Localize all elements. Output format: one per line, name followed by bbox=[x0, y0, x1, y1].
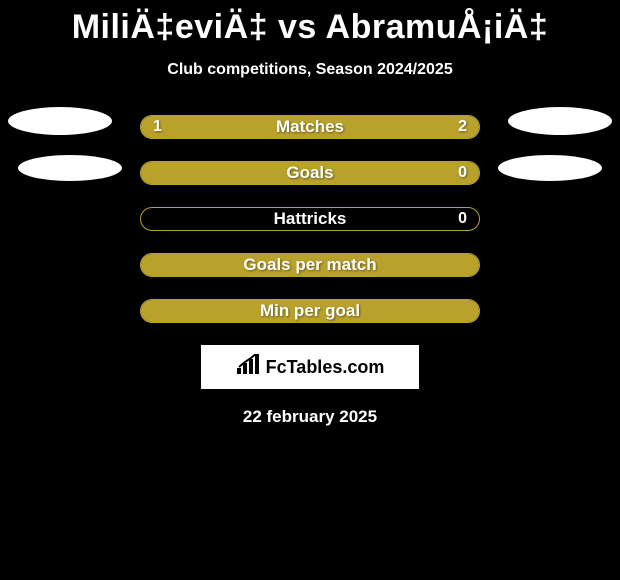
stat-bar-left bbox=[141, 254, 479, 276]
comparison-chart: Matches12Goals0Hattricks0Goals per match… bbox=[0, 115, 620, 323]
player-left-marker bbox=[18, 155, 122, 181]
fctables-bars-icon bbox=[236, 354, 262, 381]
stat-bar: Goals per match bbox=[140, 253, 480, 277]
stat-value-right: 0 bbox=[458, 210, 467, 228]
stat-value-left: 1 bbox=[153, 118, 162, 136]
stat-bar: Min per goal bbox=[140, 299, 480, 323]
stat-row: Hattricks0 bbox=[0, 207, 620, 231]
stat-bar: Goals0 bbox=[140, 161, 480, 185]
stat-label: Hattricks bbox=[141, 209, 479, 229]
stat-value-right: 0 bbox=[458, 164, 467, 182]
stat-bar-right bbox=[253, 116, 479, 138]
stat-row: Min per goal bbox=[0, 299, 620, 323]
footer-date: 22 february 2025 bbox=[0, 407, 620, 427]
logo-text: FcTables.com bbox=[266, 357, 385, 378]
stat-row: Goals0 bbox=[0, 161, 620, 185]
stat-bar: Matches12 bbox=[140, 115, 480, 139]
player-left-marker bbox=[8, 107, 112, 135]
page-title: MiliÄ‡eviÄ‡ vs AbramuÅ¡iÄ‡ bbox=[0, 8, 620, 47]
page-subtitle: Club competitions, Season 2024/2025 bbox=[0, 61, 620, 79]
stat-bar: Hattricks0 bbox=[140, 207, 480, 231]
stat-row: Matches12 bbox=[0, 115, 620, 139]
stat-bar-left bbox=[141, 162, 479, 184]
logo-box: FcTables.com bbox=[201, 345, 419, 389]
header: MiliÄ‡eviÄ‡ vs AbramuÅ¡iÄ‡ Club competit… bbox=[0, 0, 620, 79]
stat-value-right: 2 bbox=[458, 118, 467, 136]
player-right-marker bbox=[498, 155, 602, 181]
player-right-marker bbox=[508, 107, 612, 135]
stat-bar-left bbox=[141, 300, 479, 322]
stat-row: Goals per match bbox=[0, 253, 620, 277]
